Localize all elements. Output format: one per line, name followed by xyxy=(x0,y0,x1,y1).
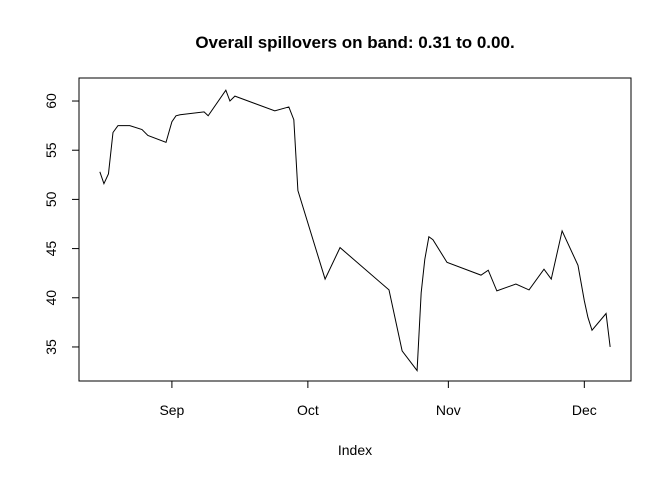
x-tick-label: Dec xyxy=(572,402,597,418)
y-tick-label: 45 xyxy=(43,241,59,257)
y-tick-label: 60 xyxy=(43,93,59,109)
plot-box xyxy=(78,77,632,382)
x-tick-label: Sep xyxy=(159,402,184,418)
x-axis-label: Index xyxy=(338,442,372,458)
y-tick-label: 35 xyxy=(43,339,59,355)
x-tick-label: Oct xyxy=(297,402,319,418)
line xyxy=(99,89,611,372)
chart-title: Overall spillovers on band: 0.31 to 0.00… xyxy=(195,33,514,52)
y-tick-label: 50 xyxy=(43,191,59,207)
y-tick-label: 40 xyxy=(43,290,59,306)
y-tick-label: 55 xyxy=(43,142,59,158)
x-tick-label: Nov xyxy=(436,402,461,418)
